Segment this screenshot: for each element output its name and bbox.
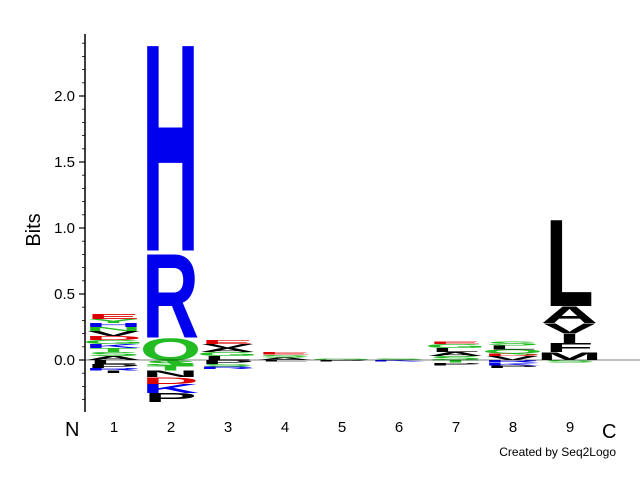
logo-letter-R: R: [85, 367, 142, 371]
logo-letter-G: G: [83, 339, 145, 345]
logo-letter-M: M: [537, 350, 603, 362]
logo-letter-G: G: [425, 343, 487, 349]
logo-letter-E: E: [201, 339, 254, 345]
position-label: 1: [110, 419, 118, 436]
logo-letter-Q: Q: [482, 348, 544, 354]
letter-stacks: ASTKGDVNHYELPRIQRHSTNDKPLGAVEPSRASELGPSK…: [83, 0, 603, 405]
logo-letter-I: I: [558, 332, 580, 346]
credit-label: Created by Seq2Logo: [499, 445, 616, 459]
position-label: 5: [338, 419, 346, 436]
y-ticks: 0.0 0.5 1.0 1.5 2.0: [54, 42, 85, 401]
position-label: 8: [509, 419, 517, 436]
logo-letter-N: N: [142, 369, 199, 379]
logo-letter-K: K: [484, 362, 541, 366]
logo-letter-K: K: [85, 343, 142, 349]
y-tick-label: 0.5: [54, 286, 75, 303]
y-tick-label: 1.5: [54, 154, 75, 171]
logo-letter-T: T: [431, 359, 479, 363]
logo-letter-S: S: [87, 351, 140, 357]
logo-letter-D: D: [484, 353, 541, 357]
logo-letter-L: L: [260, 360, 308, 362]
logo-letter-A: A: [427, 351, 484, 357]
logo-letter-R: R: [484, 359, 541, 363]
logo-letter-L: L: [431, 347, 479, 353]
logo-letter-E: E: [87, 312, 140, 320]
logo-letter-G: G: [197, 351, 259, 357]
logo-letter-A: A: [85, 355, 142, 361]
logo-letter-G: G: [311, 358, 373, 360]
logo-letter-Q: Q: [140, 332, 202, 367]
logo-letter-S: S: [258, 354, 311, 358]
logo-letter-S: S: [486, 340, 539, 346]
logo-letter-H: H: [142, 0, 199, 315]
logo-letter-L: L: [488, 344, 536, 350]
position-label: 9: [566, 419, 574, 436]
c-terminal-label: C: [602, 421, 616, 443]
logo-letter-S: S: [144, 359, 197, 367]
logo-letter-D: D: [85, 335, 142, 341]
logo-letter-P: P: [201, 359, 254, 365]
logo-letter-D: D: [142, 375, 199, 385]
logo-letter-V: V: [201, 343, 255, 349]
logo-letter-A: A: [256, 357, 313, 361]
logo-letter-V: V: [486, 355, 540, 361]
logo-letter-Y: Y: [87, 318, 140, 324]
logo-letter-L: L: [89, 359, 137, 365]
position-label: 6: [395, 419, 403, 436]
position-label: 3: [224, 419, 232, 436]
logo-letter-E: E: [258, 351, 311, 355]
logo-letter-S: S: [372, 358, 425, 360]
y-axis-title: Bits: [23, 213, 45, 246]
logo-letter-T: T: [89, 347, 137, 353]
position-label: 4: [281, 419, 289, 436]
logo-letter-V: V: [543, 320, 596, 336]
logo-letter-F: F: [545, 341, 593, 355]
position-label: 2: [167, 419, 175, 436]
y-tick-label: 0.0: [54, 352, 75, 369]
logo-letter-P: P: [315, 360, 368, 362]
position-label: 7: [452, 419, 460, 436]
logo-letter-R: R: [199, 366, 256, 370]
logo-letter-P: P: [87, 363, 140, 369]
n-terminal-label: N: [65, 419, 79, 441]
logo-letter-S: S: [429, 355, 482, 361]
logo-letter-A: A: [199, 347, 256, 353]
logo-letter-L: L: [545, 194, 593, 334]
logo-letter-K: K: [370, 360, 427, 362]
y-tick-label: 1.0: [54, 220, 75, 237]
logo-letter-A: A: [541, 302, 598, 328]
logo-letter-V: V: [87, 330, 141, 338]
logo-letter-P: P: [486, 365, 539, 369]
logo-letter-T: T: [146, 364, 194, 372]
logo-letter-P: P: [144, 391, 197, 405]
logo-letter-S: S: [543, 359, 596, 363]
logo-letter-R: R: [142, 228, 199, 364]
logo-letter-N: N: [85, 326, 142, 332]
y-tick-label: 2.0: [54, 88, 75, 105]
logo-letter-K: K: [142, 382, 199, 396]
logo-letter-I: I: [102, 370, 124, 374]
logo-letter-S: S: [201, 363, 254, 367]
logo-letter-L: L: [203, 355, 251, 361]
logo-letter-P: P: [429, 362, 482, 366]
logo-letter-E: E: [429, 341, 482, 345]
logo-letter-H: H: [85, 322, 142, 328]
position-labels: 1 2 3 4 5 6 7 8 9: [110, 419, 574, 436]
